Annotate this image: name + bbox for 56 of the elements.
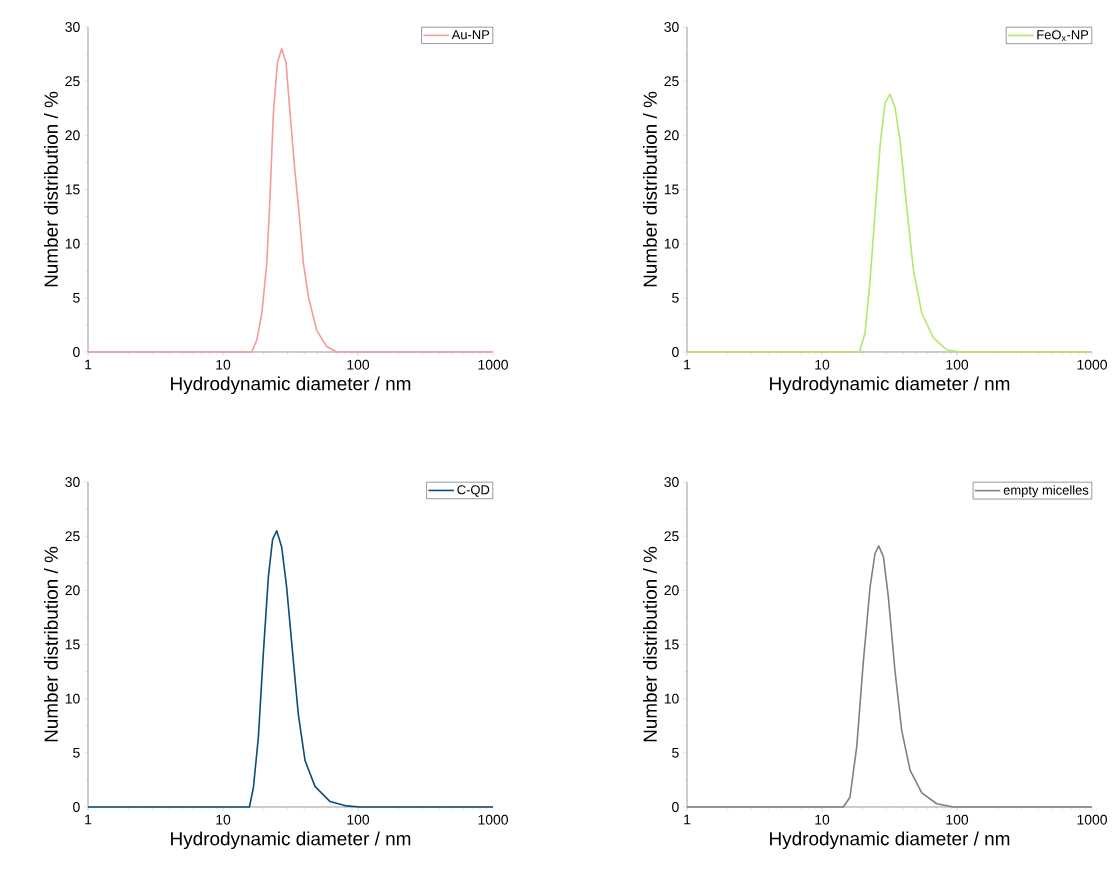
x-tick-label: 1: [85, 814, 92, 825]
y-axis-title: Number distribution / %: [43, 546, 58, 742]
x-tick-label: 100: [347, 814, 370, 825]
y-tick-label: 10: [664, 693, 679, 704]
y-tick-label: 5: [73, 747, 80, 758]
y-axis-title: Number distribution / %: [642, 546, 657, 742]
y-tick-label: 0: [672, 347, 679, 357]
x-tick-label: 10: [216, 359, 231, 370]
x-tick-label: 10: [815, 359, 830, 370]
y-tick-label: 5: [672, 292, 679, 303]
x-tick-label: 1000: [1077, 359, 1107, 370]
y-tick-label: 10: [65, 238, 80, 249]
legend-label: FeO$_{x}$-NP: [1037, 30, 1089, 42]
y-axis-title: Number distribution / %: [642, 91, 657, 287]
x-axis-title: Hydrodynamic diameter / nm: [770, 376, 1010, 395]
x-tick-label: 1: [684, 359, 691, 370]
x-axis-title: Hydrodynamic diameter / nm: [171, 376, 411, 395]
y-tick-label: 25: [65, 531, 80, 542]
legend-label: Au-NP: [451, 30, 490, 40]
y-tick-label: 25: [664, 76, 679, 87]
y-tick-label: 15: [65, 639, 80, 650]
y-tick-label: 0: [672, 802, 679, 812]
y-tick-label: 20: [65, 585, 80, 596]
x-axis-title: Hydrodynamic diameter / nm: [770, 831, 1010, 850]
x-tick-label: 1000: [1077, 814, 1107, 825]
y-tick-label: 0: [73, 802, 80, 812]
x-tick-label: 100: [946, 814, 969, 825]
y-tick-label: 30: [65, 22, 80, 32]
y-tick-label: 15: [65, 184, 80, 195]
y-tick-label: 5: [73, 292, 80, 303]
legend-label: empty micelles: [1003, 485, 1089, 498]
x-axis-title: Hydrodynamic diameter / nm: [171, 831, 411, 850]
y-tick-label: 30: [65, 477, 80, 487]
y-tick-label: 25: [65, 76, 80, 87]
x-tick-label: 1: [684, 814, 691, 825]
x-tick-label: 1: [85, 359, 92, 370]
y-tick-label: 5: [672, 747, 679, 758]
y-tick-label: 20: [664, 130, 679, 141]
y-tick-label: 0: [73, 347, 80, 357]
y-tick-label: 15: [664, 639, 679, 650]
x-tick-label: 1000: [478, 359, 508, 370]
legend-label: C-QD: [457, 485, 490, 497]
y-axis-title: Number distribution / %: [43, 91, 58, 287]
x-tick-label: 1000: [478, 814, 508, 825]
y-tick-label: 20: [65, 130, 80, 141]
y-tick-label: 15: [664, 184, 679, 195]
x-tick-label: 100: [347, 359, 370, 370]
x-tick-label: 10: [216, 814, 231, 825]
y-tick-label: 25: [664, 531, 679, 542]
y-tick-label: 10: [664, 238, 679, 249]
y-tick-label: 30: [664, 477, 679, 487]
y-tick-label: 10: [65, 693, 80, 704]
x-tick-label: 10: [815, 814, 830, 825]
y-tick-label: 20: [664, 585, 679, 596]
x-tick-label: 100: [946, 359, 969, 370]
y-tick-label: 30: [664, 22, 679, 32]
